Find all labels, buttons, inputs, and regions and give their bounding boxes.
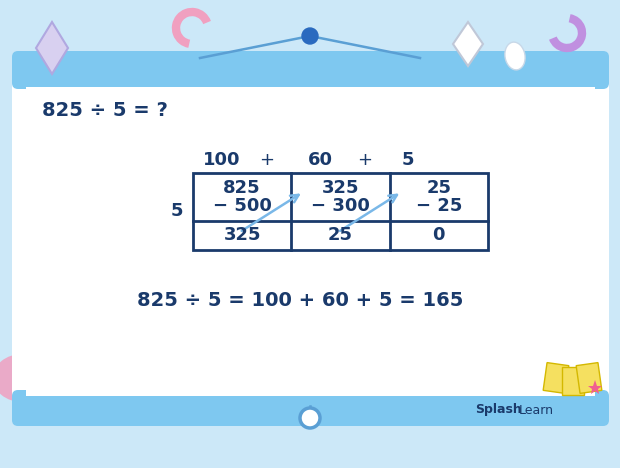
Text: − 500: − 500: [213, 197, 272, 215]
Ellipse shape: [0, 354, 51, 402]
Ellipse shape: [505, 42, 525, 70]
Bar: [18, 57, 603, 83]
Text: 60: 60: [308, 151, 332, 169]
Text: Learn: Learn: [519, 403, 554, 417]
Text: − 300: − 300: [311, 197, 370, 215]
Text: 825: 825: [223, 179, 261, 197]
Text: 5: 5: [402, 151, 414, 169]
Text: 325: 325: [223, 227, 261, 244]
Polygon shape: [562, 367, 584, 395]
Text: +: +: [260, 151, 275, 169]
Text: 0: 0: [433, 227, 445, 244]
Circle shape: [300, 408, 320, 428]
Text: 825 ÷ 5 = 100 + 60 + 5 = 165: 825 ÷ 5 = 100 + 60 + 5 = 165: [137, 291, 463, 309]
Polygon shape: [543, 363, 569, 394]
FancyBboxPatch shape: [12, 390, 609, 426]
Text: 100: 100: [203, 151, 241, 169]
Polygon shape: [453, 22, 483, 66]
Text: 325: 325: [322, 179, 359, 197]
Polygon shape: [576, 363, 602, 394]
Text: +: +: [358, 151, 373, 169]
FancyBboxPatch shape: [12, 59, 609, 416]
Bar: [26, 87, 595, 396]
Text: 25: 25: [328, 227, 353, 244]
Polygon shape: [36, 22, 68, 74]
Text: 825 ÷ 5 = ?: 825 ÷ 5 = ?: [42, 101, 168, 119]
Text: − 25: − 25: [415, 197, 462, 215]
Text: 25: 25: [427, 179, 451, 197]
Circle shape: [302, 28, 318, 44]
Text: 5: 5: [170, 203, 183, 220]
Text: Splash: Splash: [475, 403, 522, 417]
Bar: [193, 173, 488, 250]
FancyBboxPatch shape: [12, 51, 609, 89]
